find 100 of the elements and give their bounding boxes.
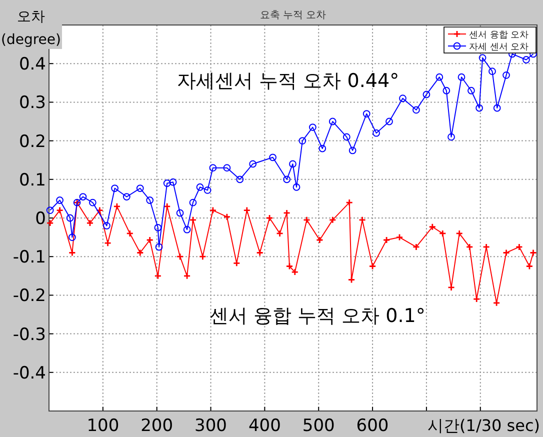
legend-label: 자세 센서 오차 [469, 42, 529, 52]
point [223, 213, 231, 221]
point [412, 243, 420, 251]
point [478, 54, 486, 62]
point [328, 118, 336, 126]
point [223, 164, 231, 172]
point [283, 209, 290, 217]
point [493, 104, 501, 112]
point [372, 129, 380, 137]
y-tick-label: -0.4 [12, 363, 46, 384]
point [163, 180, 171, 187]
point [468, 86, 475, 94]
point [348, 276, 356, 284]
point [448, 133, 455, 141]
point [428, 223, 436, 231]
point [283, 176, 290, 184]
point [522, 56, 530, 64]
point [346, 198, 354, 206]
x-tick-label: 200 [140, 416, 174, 436]
point [146, 196, 154, 204]
point [316, 236, 324, 244]
point [46, 206, 54, 214]
point [526, 262, 534, 270]
point [456, 230, 464, 238]
y-tick-label: 0.2 [18, 132, 46, 152]
annotation: 센서 융합 누적 오차 0.1° [209, 305, 426, 328]
point [422, 90, 430, 98]
point [243, 206, 251, 214]
point [88, 198, 96, 206]
point [362, 110, 370, 118]
point [289, 160, 296, 168]
y-tick-label: -0.1 [12, 248, 46, 268]
point [516, 243, 523, 251]
point [466, 243, 474, 251]
point [183, 272, 191, 280]
point [266, 214, 274, 222]
point [502, 71, 510, 79]
point [436, 73, 444, 81]
y-tick-label: -0.3 [12, 324, 46, 345]
point [136, 249, 144, 256]
point [113, 202, 121, 210]
point [276, 230, 284, 238]
point [492, 299, 500, 307]
point [269, 154, 276, 162]
point [438, 230, 446, 238]
point [104, 239, 112, 247]
legend-label: 센서 융합 오차 [469, 30, 529, 40]
point [298, 137, 306, 144]
annotation: 자세센서 누적 오차 0.44° [177, 70, 400, 92]
point [183, 226, 191, 234]
x-tick-label: 600 [356, 416, 389, 436]
chart-title: 요축 누적 오차 [260, 10, 326, 21]
point [198, 252, 206, 260]
point [96, 206, 104, 214]
y-tick-label: 0.4 [18, 54, 46, 75]
point [458, 73, 466, 81]
point [232, 259, 240, 267]
point [176, 209, 184, 217]
point [291, 268, 299, 276]
point [476, 104, 484, 112]
point [86, 219, 94, 227]
point [169, 178, 177, 186]
point [154, 224, 162, 232]
point [189, 198, 197, 206]
point [308, 124, 316, 131]
point [502, 249, 510, 256]
point [412, 106, 420, 114]
point [189, 216, 197, 224]
point [386, 118, 393, 126]
point [126, 230, 134, 238]
point [196, 183, 204, 191]
point [328, 216, 336, 224]
point [249, 160, 257, 168]
point [256, 249, 264, 256]
x-axis-title: 시간(1/30 sec) [428, 416, 540, 435]
y-tick-label: 0.3 [18, 93, 46, 114]
point [358, 216, 366, 224]
point [111, 184, 118, 192]
point [399, 94, 406, 102]
point [204, 186, 212, 194]
point [154, 272, 162, 280]
x-tick-label: 500 [302, 416, 335, 436]
y-tick-label: 0 [35, 209, 46, 229]
point [286, 262, 294, 270]
point [136, 184, 144, 192]
point [292, 183, 300, 191]
point [442, 86, 450, 94]
point [209, 206, 217, 214]
point [79, 193, 87, 200]
point [472, 295, 480, 303]
point [102, 222, 110, 230]
point [209, 164, 217, 172]
y-tick-label: 0.1 [18, 170, 46, 190]
point [56, 206, 64, 214]
point [318, 144, 326, 152]
point [146, 236, 154, 244]
point [68, 234, 76, 241]
point [396, 234, 404, 241]
x-tick-label: 100 [86, 416, 120, 436]
point [176, 252, 184, 260]
